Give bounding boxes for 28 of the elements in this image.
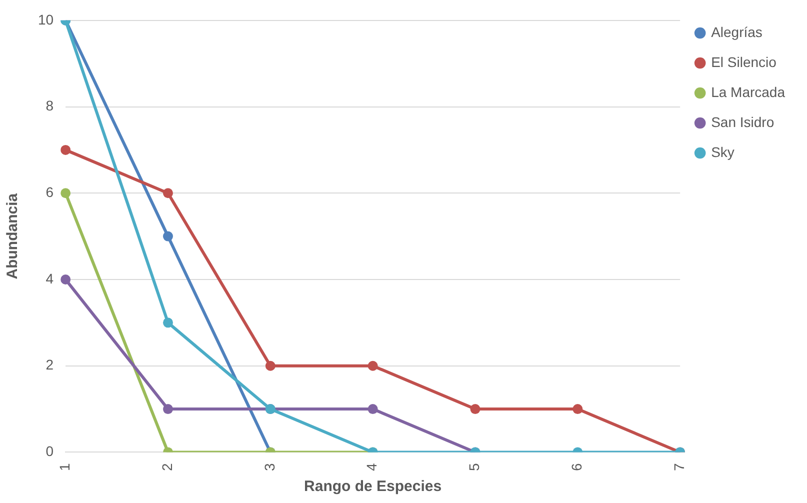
point bbox=[60, 188, 71, 198]
x-tick-label: 4 bbox=[364, 463, 380, 472]
x-tick-label: 5 bbox=[466, 463, 482, 472]
x-tick-label: 1 bbox=[56, 463, 72, 472]
x-tick-label: 7 bbox=[670, 463, 687, 472]
point bbox=[368, 360, 378, 371]
y-tick-label: 10 bbox=[38, 11, 54, 28]
y-tick-label: 8 bbox=[46, 98, 54, 114]
y-tick-label: 6 bbox=[46, 184, 54, 200]
y-tick-label: 0 bbox=[46, 443, 54, 460]
point bbox=[60, 274, 71, 284]
x-axis-title: Rango de Especies bbox=[304, 478, 442, 496]
y-tick-label: 2 bbox=[46, 356, 54, 373]
x-tick-label: 6 bbox=[568, 463, 585, 472]
point bbox=[162, 188, 173, 198]
legend-label: El Silencio bbox=[711, 54, 777, 70]
point bbox=[60, 144, 71, 155]
point bbox=[162, 231, 173, 242]
x-tick-label: 3 bbox=[261, 463, 278, 472]
legend-label: La Marcada bbox=[711, 84, 786, 100]
point bbox=[162, 318, 173, 328]
point bbox=[265, 360, 276, 371]
legend-label: Alegrías bbox=[711, 24, 762, 40]
y-tick-label: 4 bbox=[46, 270, 54, 286]
y-axis-title: Abundancia bbox=[4, 192, 22, 280]
legend-label: Sky bbox=[711, 144, 734, 160]
x-tick-label: 2 bbox=[158, 463, 175, 472]
legend-label: San Isidro bbox=[711, 114, 774, 130]
